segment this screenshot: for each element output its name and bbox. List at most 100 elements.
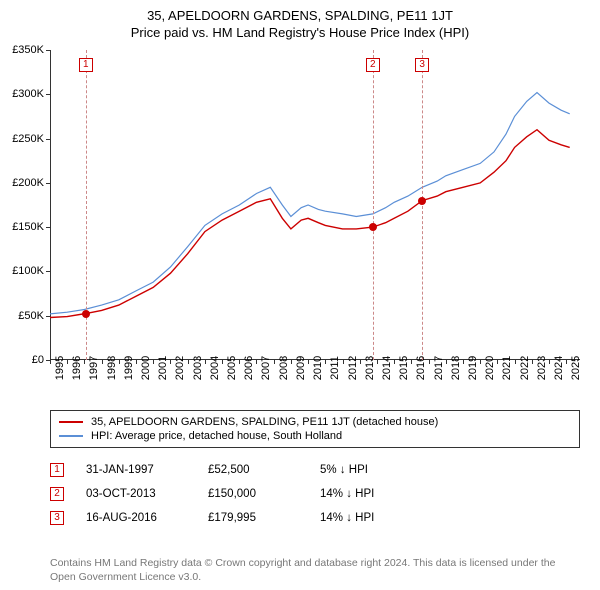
x-tick-label: 2016 xyxy=(415,356,427,380)
x-tick-label: 1997 xyxy=(88,356,100,380)
x-tick-label: 1998 xyxy=(106,356,118,380)
legend-swatch xyxy=(59,435,83,437)
summary-marker: 2 xyxy=(50,487,64,501)
summary-price: £52,500 xyxy=(208,464,298,476)
legend-row: HPI: Average price, detached house, Sout… xyxy=(59,429,571,443)
event-marker-box: 3 xyxy=(415,58,429,72)
event-dot xyxy=(418,197,426,205)
summary-row: 203-OCT-2013£150,00014% ↓ HPI xyxy=(50,482,580,506)
x-tick-label: 2019 xyxy=(467,356,479,380)
x-tick-mark xyxy=(188,360,189,364)
x-tick-mark xyxy=(239,360,240,364)
x-axis: 1995199619971998199920002001200220032004… xyxy=(50,360,580,410)
summary-date: 03-OCT-2013 xyxy=(86,488,186,500)
x-tick-mark xyxy=(308,360,309,364)
x-tick-label: 2007 xyxy=(260,356,272,380)
event-dot xyxy=(82,310,90,318)
x-tick-mark xyxy=(532,360,533,364)
x-tick-mark xyxy=(205,360,206,364)
x-tick-label: 2012 xyxy=(347,356,359,380)
x-tick-label: 2005 xyxy=(226,356,238,380)
x-tick-mark xyxy=(429,360,430,364)
x-tick-label: 1995 xyxy=(54,356,66,380)
x-tick-mark xyxy=(343,360,344,364)
x-tick-mark xyxy=(377,360,378,364)
x-tick-label: 2020 xyxy=(484,356,496,380)
x-tick-mark xyxy=(411,360,412,364)
x-tick-mark xyxy=(102,360,103,364)
x-tick-mark xyxy=(170,360,171,364)
x-tick-mark xyxy=(256,360,257,364)
x-tick-mark xyxy=(566,360,567,364)
y-tick-label: £300K xyxy=(12,88,44,100)
y-tick-label: £200K xyxy=(12,177,44,189)
x-tick-label: 2024 xyxy=(553,356,565,380)
x-tick-label: 2010 xyxy=(312,356,324,380)
summary-row: 1 31-JAN-1997 £52,500 5% ↓ HPI xyxy=(50,458,580,482)
footer-text: Contains HM Land Registry data © Crown c… xyxy=(50,556,580,584)
y-tick-label: £100K xyxy=(12,265,44,277)
x-tick-label: 2017 xyxy=(433,356,445,380)
x-tick-mark xyxy=(291,360,292,364)
summary-pct: 5% ↓ HPI xyxy=(320,464,440,476)
summary-pct: 14% ↓ HPI xyxy=(320,512,440,524)
summary-date: 31-JAN-1997 xyxy=(86,464,186,476)
x-tick-label: 2000 xyxy=(140,356,152,380)
x-tick-mark xyxy=(153,360,154,364)
y-tick-label: £50K xyxy=(18,310,44,322)
legend-label: HPI: Average price, detached house, Sout… xyxy=(91,430,342,442)
x-tick-mark xyxy=(222,360,223,364)
x-tick-mark xyxy=(67,360,68,364)
x-tick-mark xyxy=(497,360,498,364)
x-tick-label: 1996 xyxy=(71,356,83,380)
legend-row: 35, APELDOORN GARDENS, SPALDING, PE11 1J… xyxy=(59,415,571,429)
x-tick-mark xyxy=(325,360,326,364)
x-tick-label: 2025 xyxy=(570,356,582,380)
x-tick-mark xyxy=(274,360,275,364)
summary-price: £179,995 xyxy=(208,512,298,524)
event-marker-box: 2 xyxy=(366,58,380,72)
event-line xyxy=(422,50,423,360)
x-tick-label: 2008 xyxy=(278,356,290,380)
x-tick-label: 2001 xyxy=(157,356,169,380)
event-marker-box: 1 xyxy=(79,58,93,72)
y-tick-label: £250K xyxy=(12,133,44,145)
summary-marker: 3 xyxy=(50,511,64,525)
chart-subtitle: Price paid vs. HM Land Registry's House … xyxy=(0,23,600,44)
series-property xyxy=(50,130,570,318)
summary-row: 3 16-AUG-2016 £179,995 14% ↓ HPI xyxy=(50,506,580,530)
y-tick-label: £0 xyxy=(32,354,44,366)
y-axis: £0£50K£100K£150K£200K£250K£300K£350K xyxy=(0,50,50,360)
chart-title: 35, APELDOORN GARDENS, SPALDING, PE11 1J… xyxy=(0,0,600,23)
x-tick-label: 2004 xyxy=(209,356,221,380)
legend-swatch xyxy=(59,421,83,423)
x-tick-label: 2006 xyxy=(243,356,255,380)
x-tick-mark xyxy=(84,360,85,364)
plot-area: 1 2 3 xyxy=(50,50,580,360)
x-tick-label: 2002 xyxy=(174,356,186,380)
x-tick-mark xyxy=(360,360,361,364)
event-line xyxy=(373,50,374,360)
summary-marker: 1 xyxy=(50,463,64,477)
x-tick-label: 2009 xyxy=(295,356,307,380)
x-tick-mark xyxy=(515,360,516,364)
event-dot xyxy=(369,223,377,231)
series-hpi xyxy=(50,93,570,314)
y-tick-label: £350K xyxy=(12,44,44,56)
legend: 35, APELDOORN GARDENS, SPALDING, PE11 1J… xyxy=(50,410,580,448)
summary-pct: 14% ↓ HPI xyxy=(320,488,440,500)
x-tick-label: 2003 xyxy=(192,356,204,380)
x-tick-mark xyxy=(394,360,395,364)
x-tick-mark xyxy=(446,360,447,364)
x-tick-mark xyxy=(480,360,481,364)
summary-table: 1 31-JAN-1997 £52,500 5% ↓ HPI 2 03-OCT-2013 £… xyxy=(50,458,580,530)
x-tick-label: 2021 xyxy=(501,356,513,380)
x-tick-mark xyxy=(549,360,550,364)
chart-svg xyxy=(50,50,580,360)
x-tick-mark xyxy=(463,360,464,364)
x-tick-mark xyxy=(119,360,120,364)
summary-date: 16-AUG-2016 xyxy=(86,512,186,524)
x-tick-label: 2011 xyxy=(329,356,341,380)
x-tick-label: 1999 xyxy=(123,356,135,380)
chart-container: 35, APELDOORN GARDENS, SPALDING, PE11 1J… xyxy=(0,0,600,590)
